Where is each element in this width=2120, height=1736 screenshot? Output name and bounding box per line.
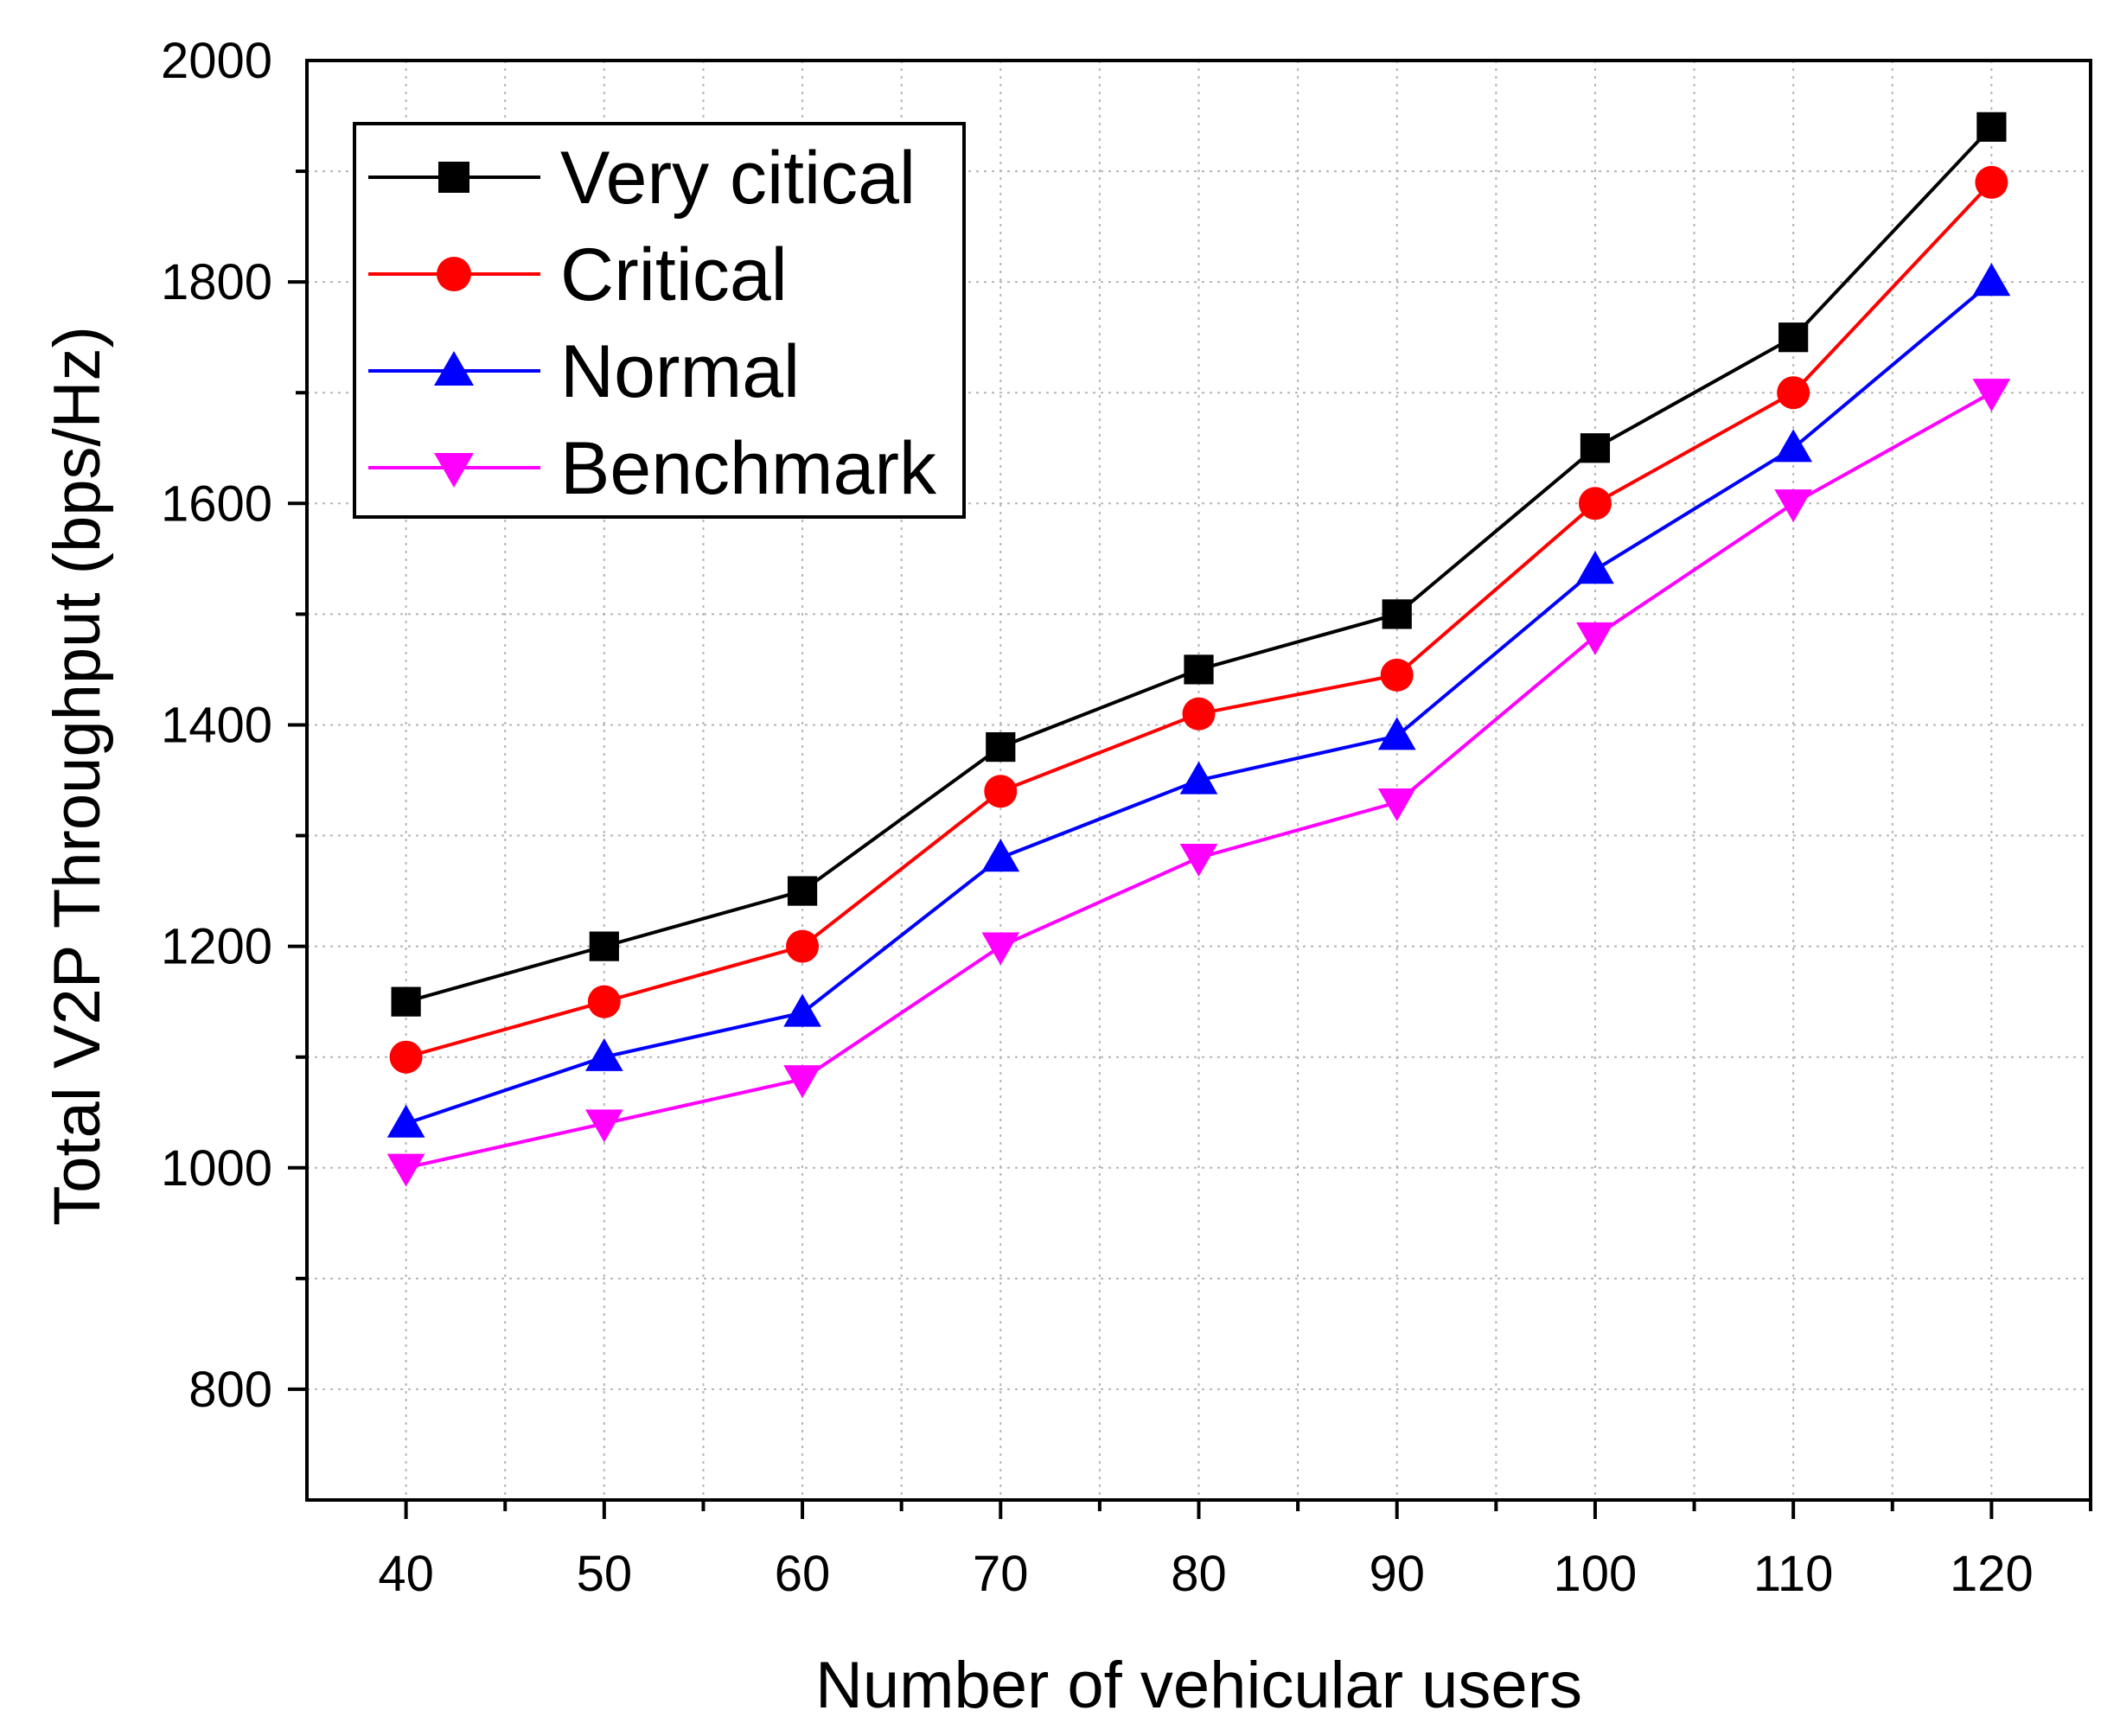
y-tick-label: 1200 xyxy=(161,919,272,975)
data-point-normal xyxy=(1774,429,1813,463)
axis-ticks: 40 50 60 70 80 90 100 110 120 800 1000 1200 1400 1600… xyxy=(161,33,2092,1602)
data-point-benchmark xyxy=(386,1153,425,1187)
data-point-critical xyxy=(1578,487,1612,520)
data-point-critical xyxy=(984,775,1018,808)
data-point-benchmark xyxy=(1179,844,1218,878)
y-tick-label: 1800 xyxy=(161,254,272,310)
data-point-normal xyxy=(584,1037,623,1071)
x-tick-label: 100 xyxy=(1554,1546,1638,1602)
data-point-critical xyxy=(786,929,820,963)
data-point-benchmark xyxy=(1972,379,2011,412)
legend-label-normal: Normal xyxy=(560,330,800,413)
data-point-critical xyxy=(389,1040,423,1074)
data-point-critical xyxy=(1380,658,1414,692)
x-tick-label: 120 xyxy=(1950,1546,2034,1602)
data-point-normal xyxy=(783,993,821,1027)
legend-label-very-citical: Very citical xyxy=(560,137,916,220)
x-tick-label: 50 xyxy=(577,1546,633,1602)
data-point-very-citical xyxy=(986,731,1016,763)
data-point-very-citical xyxy=(1382,599,1412,629)
series-layer xyxy=(386,112,2011,1187)
data-point-normal xyxy=(1377,717,1416,750)
x-tick-label: 110 xyxy=(1753,1546,1833,1602)
legend-label-benchmark: Benchmark xyxy=(560,427,937,510)
data-point-very-citical xyxy=(1778,322,1809,353)
data-point-very-citical xyxy=(787,876,818,906)
legend-marker-very-citical xyxy=(438,162,469,193)
x-tick-label: 80 xyxy=(1171,1546,1227,1602)
data-point-normal xyxy=(1179,761,1218,795)
data-point-benchmark xyxy=(1774,489,1813,523)
data-point-very-citical xyxy=(391,986,421,1017)
data-point-very-citical xyxy=(1976,112,2007,142)
data-point-critical xyxy=(1777,376,1810,410)
x-axis-title: Number of vehicular users xyxy=(815,1649,1582,1722)
y-tick-label: 1600 xyxy=(161,475,272,532)
data-point-normal xyxy=(386,1104,425,1138)
legend-marker-normal xyxy=(434,351,474,386)
x-tick-label: 70 xyxy=(973,1546,1029,1602)
data-point-benchmark xyxy=(1576,622,1614,655)
legend-label-critical: Critical xyxy=(560,233,788,316)
data-point-normal xyxy=(1576,551,1614,584)
y-tick-label: 1400 xyxy=(161,697,272,753)
y-tick-label: 1000 xyxy=(161,1140,272,1197)
y-axis-title: Total V2P Throughput (bps/Hz) xyxy=(41,326,114,1226)
data-point-critical xyxy=(1182,697,1216,731)
data-point-benchmark xyxy=(981,932,1020,966)
y-tick-label: 2000 xyxy=(161,33,272,89)
data-point-very-citical xyxy=(1184,654,1214,685)
y-tick-label: 800 xyxy=(188,1362,272,1418)
data-point-benchmark xyxy=(783,1065,821,1099)
data-point-benchmark xyxy=(1377,788,1416,821)
data-point-critical xyxy=(1975,165,2008,199)
data-point-critical xyxy=(587,985,621,1018)
legend-marker-benchmark xyxy=(434,453,474,488)
data-point-normal xyxy=(981,839,1020,872)
x-tick-label: 90 xyxy=(1369,1546,1425,1602)
legend: Very citical Critical Normal Benchmark xyxy=(353,122,966,519)
x-tick-label: 60 xyxy=(775,1546,831,1602)
legend-marker-critical xyxy=(437,257,471,291)
data-point-very-citical xyxy=(589,931,619,961)
x-tick-label: 40 xyxy=(378,1546,434,1602)
data-point-benchmark xyxy=(584,1109,623,1143)
data-point-very-citical xyxy=(1580,433,1611,463)
data-point-normal xyxy=(1972,263,2011,297)
